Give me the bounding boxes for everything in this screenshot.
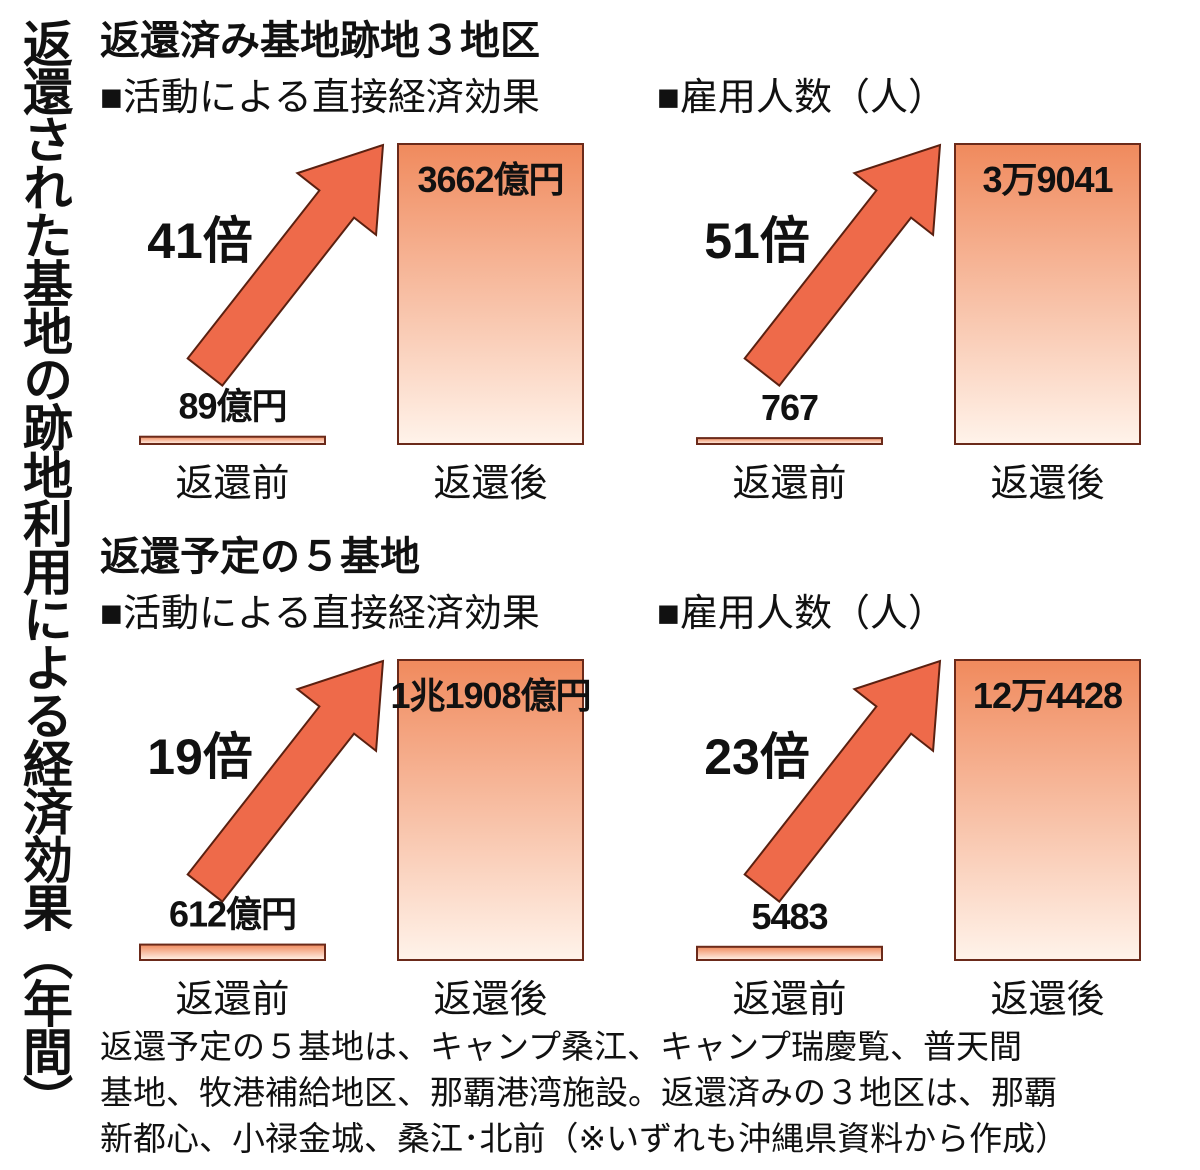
category-label: 返還前 (732, 461, 846, 505)
panel-title: ■雇用人数（人） (657, 77, 946, 119)
note-line: 返還予定の５基地は、キャンプ桑江、キャンプ瑞慶覧、普天間 (100, 1028, 1022, 1065)
value-label: 767 (761, 387, 818, 428)
multiplier: 41倍 (147, 213, 253, 269)
value-label: 612億円 (169, 894, 296, 935)
panel-title: ■活動による直接経済効果 (100, 77, 540, 119)
bar (954, 143, 1141, 445)
note-line: 基地、牧港補給地区、那覇港湾施設。返還済みの３地区は、那覇 (100, 1074, 1057, 1111)
value-label: 5483 (751, 896, 827, 937)
value-label: 1兆1908億円 (390, 675, 590, 716)
bar (139, 943, 326, 961)
category-label: 返還後 (433, 461, 547, 505)
value-label: 89億円 (178, 386, 286, 427)
category-label: 返還前 (175, 461, 289, 505)
panel-title: ■活動による直接経済効果 (100, 593, 540, 635)
panel-title: ■雇用人数（人） (657, 593, 946, 635)
bar (139, 435, 326, 445)
bar (696, 945, 883, 962)
value-label: 3662億円 (417, 159, 563, 200)
arrow (743, 659, 942, 903)
multiplier: 19倍 (147, 729, 253, 785)
section-heading: 返還済み基地跡地３地区 (100, 19, 540, 63)
category-label: 返還後 (433, 977, 547, 1021)
arrow (186, 659, 385, 903)
arrow (743, 143, 942, 387)
bar (954, 659, 1141, 961)
category-label: 返還前 (732, 977, 846, 1021)
category-label: 返還後 (990, 977, 1104, 1021)
category-label: 返還後 (990, 461, 1104, 505)
arrow (186, 143, 385, 387)
multiplier: 51倍 (704, 213, 810, 269)
section-heading: 返還予定の５基地 (100, 535, 420, 579)
value-label: 3万9041 (982, 159, 1113, 200)
multiplier: 23倍 (704, 729, 810, 785)
value-label: 12万4428 (973, 675, 1122, 716)
bar (397, 659, 584, 961)
category-label: 返還前 (175, 977, 289, 1021)
bar (397, 143, 584, 445)
note-line: 新都心、小禄金城、桑江･北前（※いずれも沖縄県資料から作成） (100, 1120, 1068, 1157)
main-title: 返還された基地の跡地利用による経済効果（年間） (16, 18, 72, 1122)
bar (696, 437, 883, 446)
